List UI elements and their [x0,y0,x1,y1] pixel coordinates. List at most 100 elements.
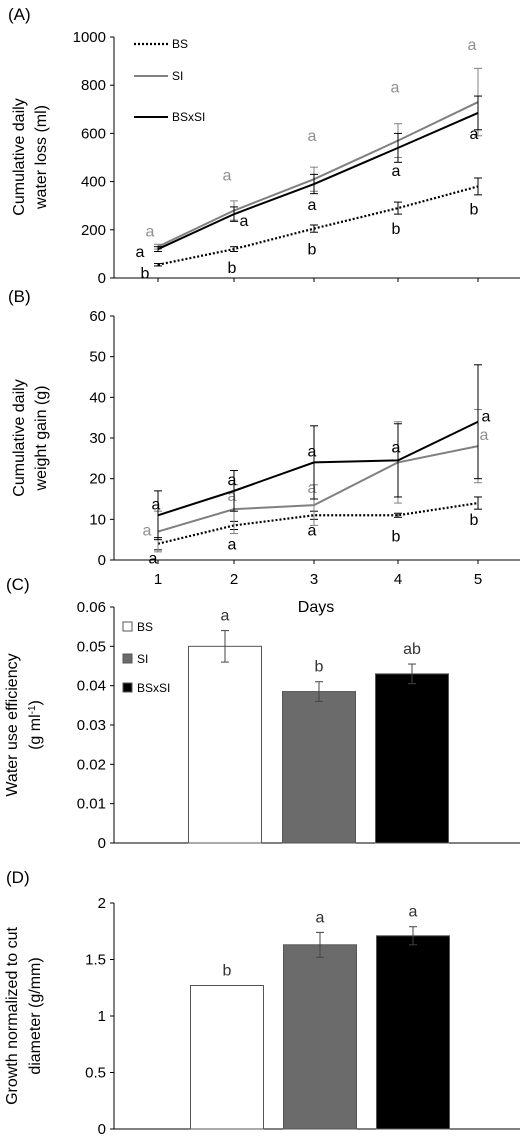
significance-letter-B-SI-2: a [308,480,317,497]
y-tick-label-A-1: 200 [81,222,106,239]
y-axis-label-A-0: Cumulative daily [11,98,28,215]
y-tick-label-B-4: 40 [89,389,106,406]
error-bar-D-BSxSI [409,926,417,946]
significance-letter-B-BSxSI-3: a [392,439,401,456]
significance-letter-B-BS-1: a [228,536,237,553]
x-tick-label-B-2: 3 [310,571,318,588]
y-tick-label-C-0: 0 [98,835,106,852]
y-tick-label-B-3: 30 [89,430,106,447]
legend-label-C-BS: BS [137,620,153,634]
panel-label-B: (B) [8,287,31,306]
series-line-B-SI [157,445,479,533]
error-bar-C-SI [315,681,323,702]
significance-letter-B-SI-1: a [228,488,237,505]
panel-label-A: (A) [8,5,31,24]
significance-letter-B-BSxSI-4: a [482,409,491,426]
legend-swatch-C-SI [122,653,133,664]
significance-letter-A-BSxSI-1: a [240,213,249,230]
y-tick-label-B-0: 0 [98,552,106,569]
legend-label-C-SI: SI [137,652,148,666]
significance-letter-C-BSxSI: ab [403,641,421,658]
x-tick-label-B-3: 4 [394,571,402,588]
error-bar-C-BSxSI [408,663,416,685]
y-tick-label-D-4: 2 [98,895,106,912]
bar-D-BSxSI [376,935,450,1130]
significance-letter-B-BSxSI-2: a [308,443,317,460]
significance-letter-D-BSxSI: a [409,904,418,921]
significance-letter-B-BSxSI-0: a [152,496,161,513]
significance-letter-C-SI: b [315,659,324,676]
significance-letter-B-SI-0: a [143,523,152,540]
significance-letter-B-SI-4: a [480,427,489,444]
y-tick-label-B-1: 10 [89,511,106,528]
significance-letter-A-BSxSI-3: a [392,163,401,180]
significance-letter-D-SI: a [316,909,325,926]
bar-C-BSxSI [375,673,449,844]
significance-letter-B-BS-3: b [392,528,401,545]
y-tick-label-A-4: 800 [81,77,106,94]
x-axis-label-B: Days [298,599,334,616]
significance-letter-B-BSxSI-1: a [228,472,237,489]
x-tick-label-B-1: 2 [230,571,238,588]
significance-letter-A-BSxSI-4: a [470,126,479,143]
bar-D-SI [283,944,357,1130]
y-axis-label-B-0: Cumulative daily [11,379,28,496]
legend-swatch-C-BSxSI [122,682,133,693]
y-tick-label-C-6: 0.06 [77,599,106,616]
error-bar-B-BS-4 [474,496,482,510]
y-tick-label-D-2: 1 [98,1008,106,1025]
significance-letter-A-BSxSI-2: a [308,197,317,214]
y-axis-label-D-1: diameter (g/mm) [27,957,44,1074]
significance-letter-A-BSxSI-0: a [136,244,145,261]
y-axis-label-C-1: (g ml-1) [27,700,45,750]
significance-letter-A-BS-2: b [308,242,317,259]
significance-letter-B-BS-2: a [308,522,317,539]
significance-letter-A-SI-4: a [468,37,477,54]
series-line-A-BS [157,185,479,266]
bar-D-BS [190,984,264,1130]
bar-C-BS [188,645,262,844]
y-axis-label-C-0: Water use efficiency [4,653,21,796]
y-tick-label-A-3: 600 [81,125,106,142]
legend-label-A-BSxSI: BSxSI [172,110,205,124]
y-tick-label-A-2: 400 [81,174,106,191]
y-tick-label-A-5: 1000 [73,29,106,46]
legend-label-C-BSxSI: BSxSI [137,681,170,695]
significance-letter-A-BS-0: b [141,266,150,283]
significance-letter-D-BS: b [223,962,232,979]
y-tick-label-C-4: 0.04 [77,678,106,695]
significance-letter-A-BS-3: b [392,221,401,238]
error-bar-C-BS [221,630,229,663]
y-tick-label-C-5: 0.05 [77,638,106,655]
significance-letter-A-SI-1: a [223,168,232,185]
error-bar-A-BS-3 [394,201,402,215]
significance-letter-A-SI-3: a [391,80,400,97]
significance-letter-B-BS-4: b [470,512,479,529]
error-bar-D-SI [316,931,324,958]
y-axis-label-D-0: Growth normalized to cut [4,927,21,1105]
x-tick-label-B-0: 1 [154,571,162,588]
y-tick-label-B-2: 20 [89,471,106,488]
series-line-A-BSxSI [157,111,479,250]
panel-label-D: (D) [6,868,30,887]
significance-letter-C-BS: a [221,608,230,625]
significance-letter-A-SI-2: a [308,128,317,145]
y-axis-label-B-1: weight gain (g) [33,386,50,492]
significance-letter-A-BS-1: b [228,260,237,277]
significance-letter-A-SI-0: a [146,224,155,241]
legend-swatch-C-BS [122,621,133,632]
series-line-B-BSxSI [157,420,479,517]
legend-label-A-SI: SI [172,69,183,83]
y-tick-label-C-1: 0.01 [77,796,106,813]
y-tick-label-C-3: 0.03 [77,717,106,734]
significance-letter-B-SI-3: a [392,439,401,456]
y-tick-label-D-1: 0.5 [85,1065,106,1082]
panel-label-C: (C) [6,575,30,594]
bar-C-SI [282,691,356,844]
y-tick-label-B-5: 50 [89,349,106,366]
significance-letter-A-BS-4: b [470,201,479,218]
y-tick-label-D-0: 0 [98,1121,106,1138]
error-bar-B-BS-3 [394,512,402,518]
y-axis-label-A-1: water loss (ml) [33,105,50,210]
